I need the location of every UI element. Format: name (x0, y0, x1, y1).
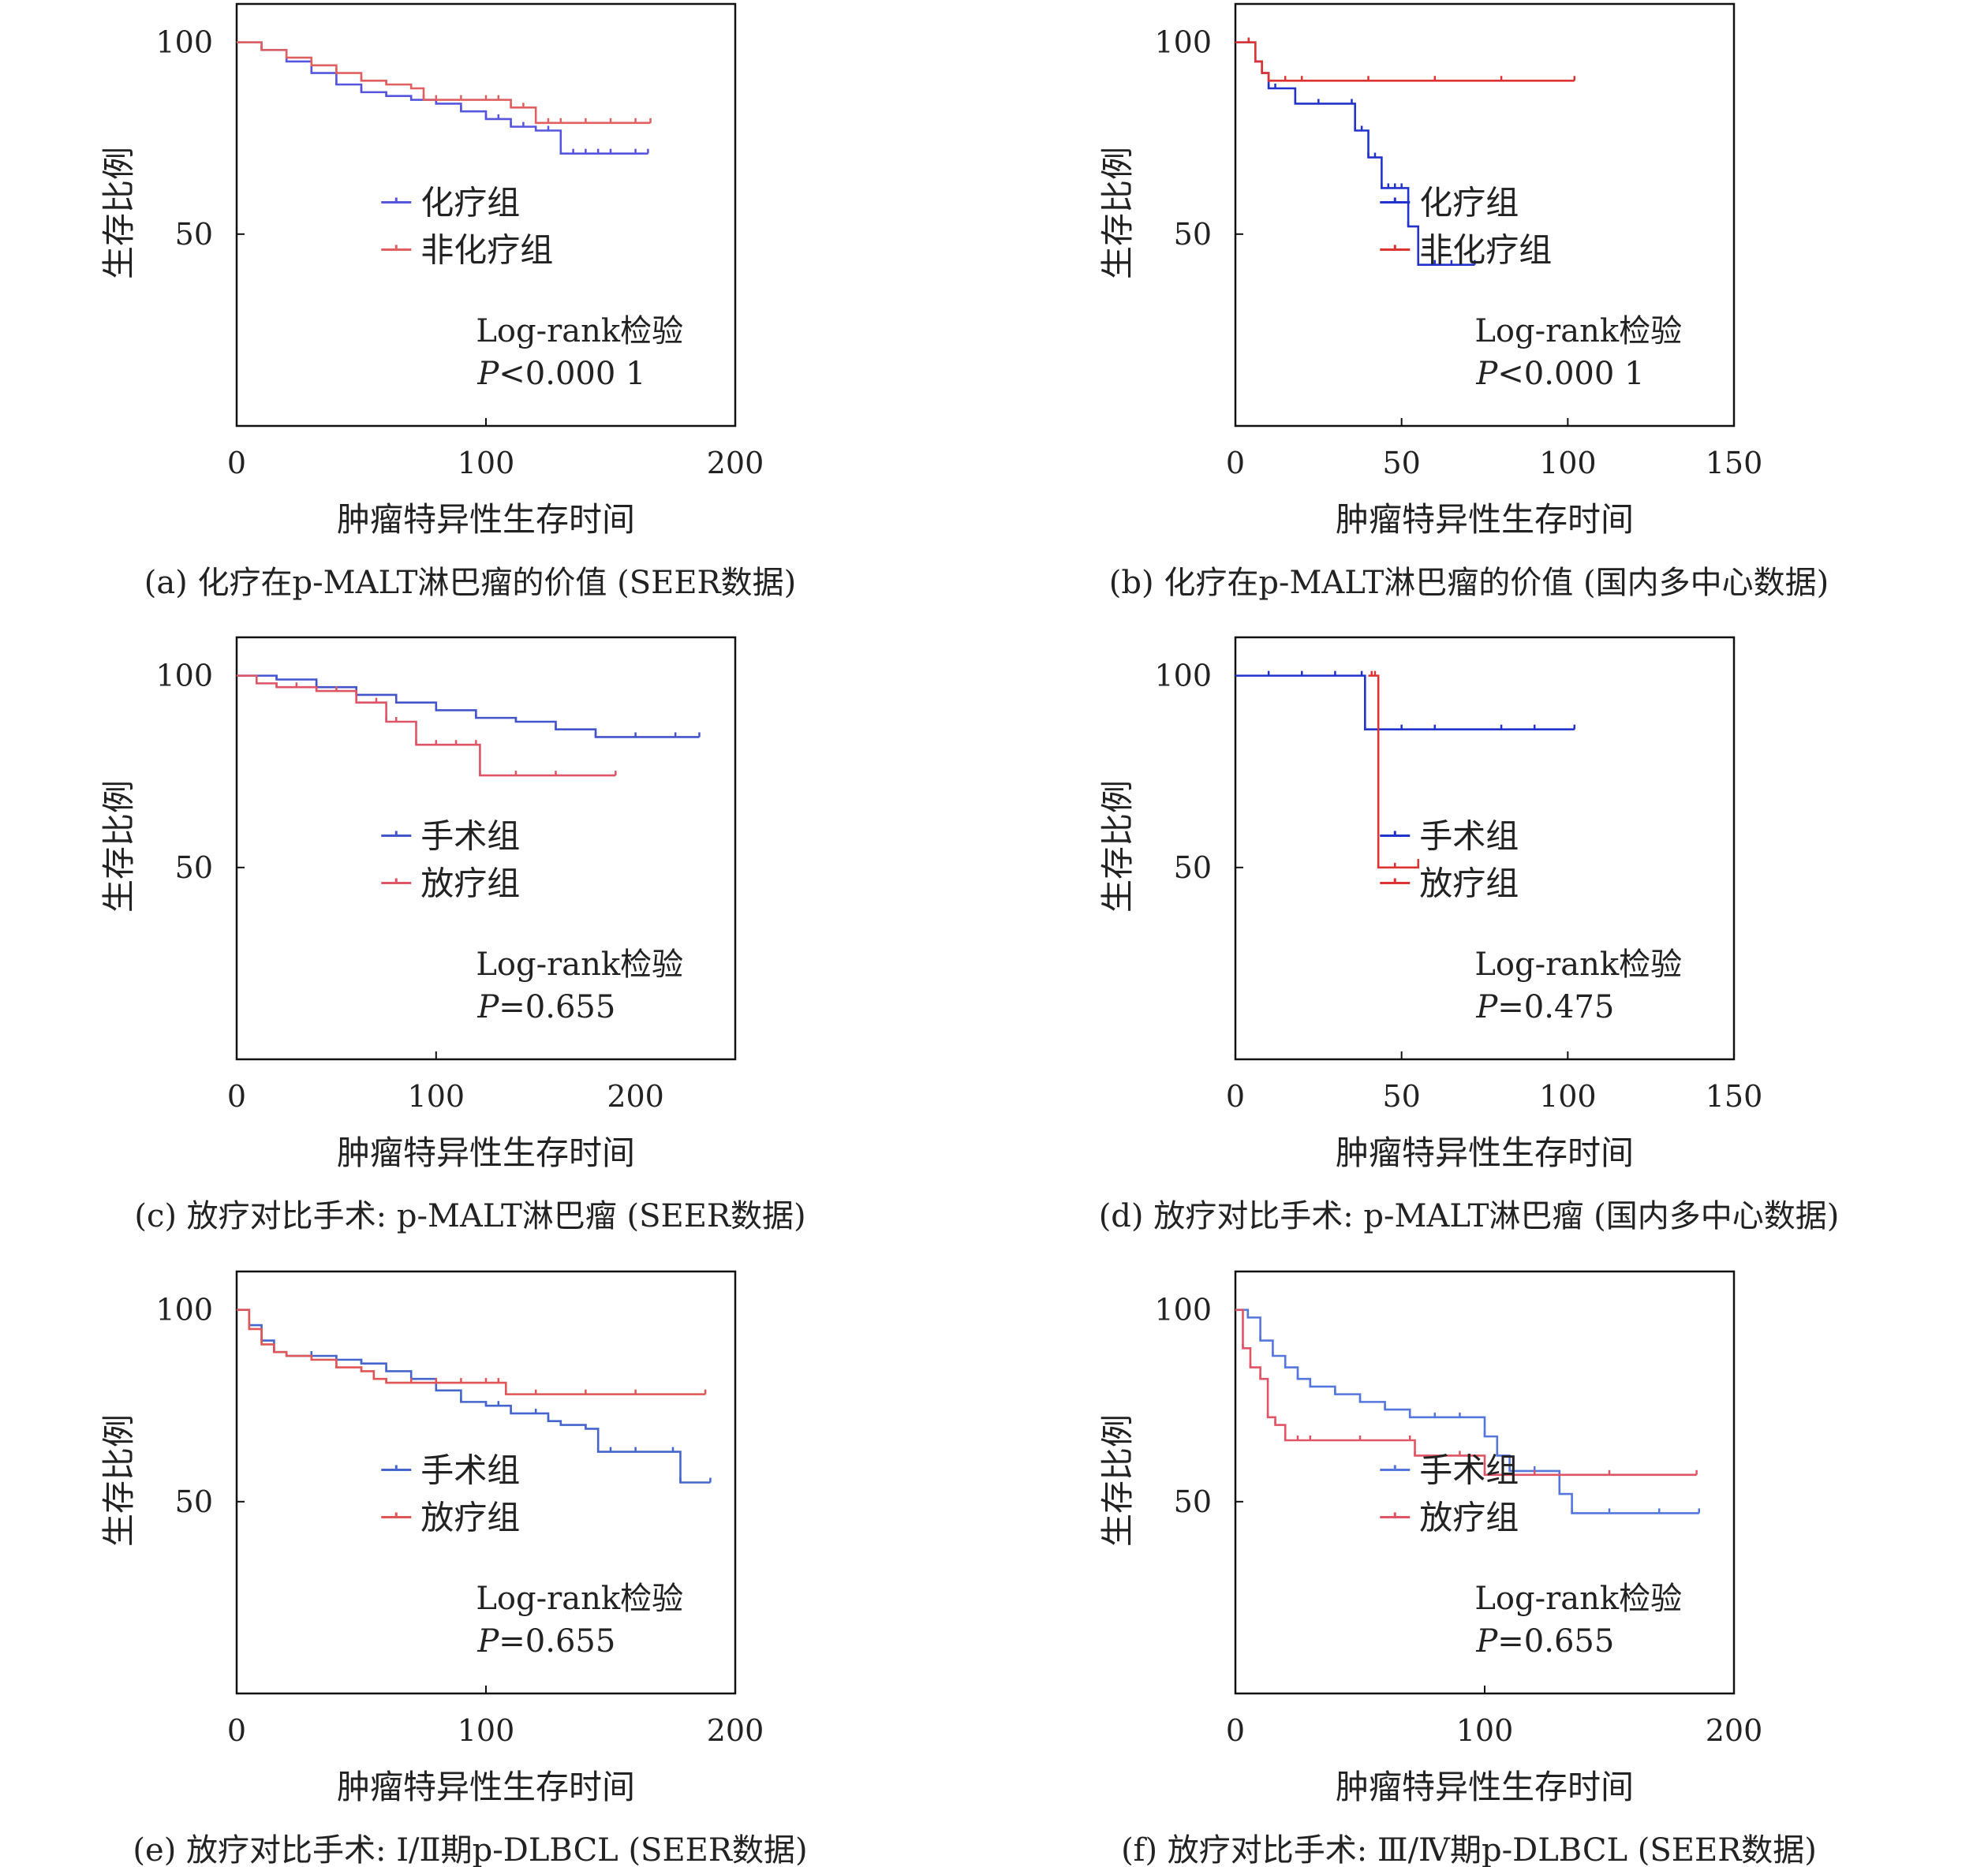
y-axis-label: 生存比例 (1098, 147, 1137, 279)
series-line-1 (237, 41, 648, 155)
x-tick-label: 0 (227, 1079, 246, 1114)
chart-panel-d: 0 50 100 150 50 100 肿瘤特异性生存时间 生存比例 (d) 放疗对比手术: p… (1098, 636, 1840, 1234)
p-value-label: P<0.000 1 (1475, 356, 1644, 392)
y-tick-label: 100 (155, 1293, 213, 1327)
p-value-label: P=0.655 (476, 1623, 615, 1660)
x-tick-label: 150 (1706, 446, 1763, 480)
legend-label: 手术组 (420, 1451, 520, 1489)
x-tick-label: 0 (227, 1713, 246, 1748)
chart-panel-a: 0 100 200 50 100 肿瘤特异性生存时间 生存比例 (a) 化疗在p-MALT淋巴… (99, 2, 797, 601)
y-tick-label: 50 (175, 1484, 213, 1519)
x-axis-label: 肿瘤特异性生存时间 (337, 1133, 635, 1172)
x-tick-label: 100 (458, 446, 515, 480)
x-tick-label: 0 (227, 446, 246, 480)
x-tick-label: 0 (1226, 1079, 1245, 1114)
logrank-label: Log-rank检验 (1474, 947, 1682, 983)
legend-label: 手术组 (1419, 1451, 1519, 1489)
legend-label: 非化疗组 (420, 230, 553, 269)
x-tick-label: 200 (707, 1713, 764, 1748)
y-tick-label: 100 (155, 659, 213, 693)
legend-label: 放疗组 (1419, 864, 1519, 902)
panel-caption: (f) 放疗对比手术: Ⅲ/Ⅳ期p-DLBCL (SEER数据) (1121, 1832, 1817, 1867)
x-tick-label: 200 (1706, 1713, 1763, 1748)
y-tick-label: 100 (1154, 659, 1212, 693)
p-value-label: P=0.655 (476, 989, 615, 1025)
series-line-2 (237, 1309, 706, 1395)
logrank-label: Log-rank检验 (476, 947, 683, 983)
y-axis-label: 生存比例 (99, 147, 138, 279)
x-tick-label: 100 (1539, 1079, 1597, 1114)
series-line-2 (237, 41, 651, 125)
logrank-label: Log-rank检验 (476, 313, 683, 349)
legend-label: 化疗组 (420, 183, 520, 222)
series-line-2 (237, 674, 616, 777)
y-tick-label: 100 (155, 25, 213, 60)
chart-panel-f: 0 100 200 50 100 肿瘤特异性生存时间 生存比例 (f) 放疗对比手术: Ⅲ/Ⅳ… (1098, 1270, 1817, 1867)
panel-caption: (b) 化疗在p-MALT淋巴瘤的价值 (国内多中心数据) (1109, 565, 1829, 601)
series-line-1 (237, 674, 700, 738)
p-value-label: P<0.000 1 (476, 356, 645, 392)
panel-caption: (a) 化疗在p-MALT淋巴瘤的价值 (SEER数据) (144, 565, 797, 601)
y-axis-label: 生存比例 (99, 1414, 138, 1547)
y-tick-label: 50 (1174, 850, 1212, 885)
x-axis-label: 肿瘤特异性生存时间 (337, 1768, 635, 1806)
series-line-2 (1368, 674, 1420, 869)
x-tick-label: 150 (1706, 1079, 1763, 1114)
logrank-label: Log-rank检验 (476, 1581, 683, 1617)
p-value-label: P=0.655 (1475, 1623, 1614, 1660)
y-tick-label: 50 (1174, 1484, 1212, 1519)
logrank-label: Log-rank检验 (1474, 313, 1682, 349)
panel-caption: (c) 放疗对比手术: p-MALT淋巴瘤 (SEER数据) (134, 1198, 805, 1234)
logrank-label: Log-rank检验 (1474, 1581, 1682, 1617)
y-axis-label: 生存比例 (1098, 1414, 1137, 1547)
x-tick-label: 100 (1539, 446, 1597, 480)
x-tick-label: 50 (1382, 1079, 1420, 1114)
series-line-2 (1235, 41, 1575, 82)
x-tick-label: 100 (408, 1079, 465, 1114)
legend-label: 放疗组 (420, 864, 520, 902)
legend-label: 非化疗组 (1419, 230, 1552, 269)
x-tick-label: 50 (1382, 446, 1420, 480)
legend-label: 放疗组 (420, 1498, 520, 1537)
panel-caption: (e) 放疗对比手术: Ⅰ/Ⅱ期p-DLBCL (SEER数据) (133, 1832, 807, 1867)
y-tick-label: 50 (175, 217, 213, 252)
legend-label: 手术组 (1419, 816, 1519, 855)
plot-frame (1234, 2, 1736, 428)
plot-frame (235, 636, 737, 1061)
x-axis-label: 肿瘤特异性生存时间 (1336, 1768, 1634, 1806)
x-tick-label: 0 (1226, 446, 1245, 480)
legend-label: 化疗组 (1419, 183, 1519, 222)
x-axis-label: 肿瘤特异性生存时间 (1336, 500, 1634, 539)
x-tick-label: 100 (458, 1713, 515, 1748)
chart-panel-b: 0 50 100 150 50 100 肿瘤特异性生存时间 生存比例 (b) 化疗在p-MALT… (1098, 2, 1829, 601)
chart-panel-e: 0 100 200 50 100 肿瘤特异性生存时间 生存比例 (e) 放疗对比手术: Ⅰ/Ⅱ… (99, 1270, 808, 1867)
plot-frame (1234, 636, 1736, 1061)
x-axis-label: 肿瘤特异性生存时间 (337, 500, 635, 539)
p-value-label: P=0.475 (1475, 989, 1614, 1025)
x-tick-label: 200 (707, 446, 764, 480)
x-axis-label: 肿瘤特异性生存时间 (1336, 1133, 1634, 1172)
panel-caption: (d) 放疗对比手术: p-MALT淋巴瘤 (国内多中心数据) (1099, 1198, 1840, 1234)
y-tick-label: 100 (1154, 25, 1212, 60)
x-tick-label: 200 (607, 1079, 664, 1114)
legend-label: 放疗组 (1419, 1498, 1519, 1537)
y-tick-label: 50 (1174, 217, 1212, 252)
legend-label: 手术组 (420, 816, 520, 855)
x-tick-label: 100 (1456, 1713, 1514, 1748)
y-tick-label: 50 (175, 850, 213, 885)
x-tick-label: 0 (1226, 1713, 1245, 1748)
y-axis-label: 生存比例 (1098, 780, 1137, 913)
chart-panel-c: 0 100 200 50 100 肿瘤特异性生存时间 生存比例 (c) 放疗对比手术: p-M… (99, 636, 806, 1234)
y-axis-label: 生存比例 (99, 780, 138, 913)
y-tick-label: 100 (1154, 1293, 1212, 1327)
series-line-1 (1235, 674, 1575, 731)
series-line-2 (1235, 1309, 1697, 1477)
